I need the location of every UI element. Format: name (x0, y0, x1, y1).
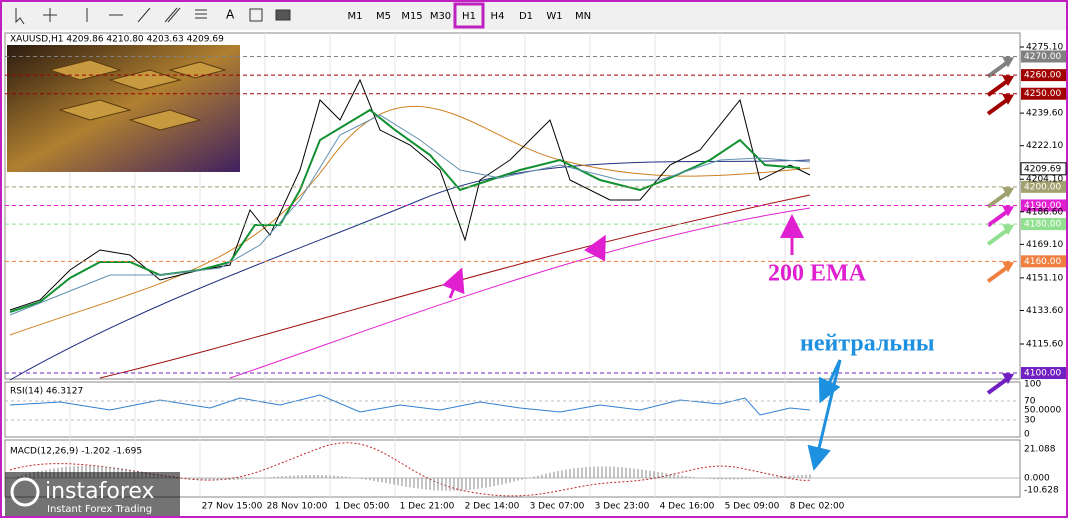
rsi-label: 100 (1024, 380, 1041, 390)
level-arrowhead (1002, 224, 1014, 236)
price-label: 4133.60 (1026, 306, 1063, 316)
date-label: 1 Dec 21:00 (400, 502, 455, 512)
date-label: 2 Dec 14:00 (465, 502, 520, 512)
ema-200 (99, 194, 811, 379)
rsi-label: 30 (1024, 416, 1036, 426)
price-label: 4115.60 (1026, 339, 1063, 349)
current-tag (1020, 162, 1067, 176)
level-tag (1021, 367, 1066, 380)
chart-header: XAUUSD,H1 4209.86 4210.80 4203.63 4209.6… (10, 35, 224, 45)
level-tag (1021, 50, 1066, 63)
level-tag (1021, 87, 1066, 100)
rsi-pane (4, 381, 1021, 438)
timeframe[interactable]: D1 (519, 11, 533, 22)
level-tag (1021, 69, 1066, 82)
level-label: 4270.00 (1024, 52, 1061, 62)
toolbar (2, 2, 1066, 30)
timeframe[interactable]: MN (575, 11, 591, 22)
price-label: 4151.10 (1026, 273, 1063, 283)
date-label: 3 Dec 23:00 (595, 502, 650, 512)
logo-mark (10, 477, 40, 507)
timeframe[interactable]: M5 (376, 11, 391, 22)
timeframe[interactable]: H4 (491, 11, 505, 22)
level-arrowhead (1002, 373, 1014, 385)
date-label: 27 Nov 15:00 (202, 502, 263, 512)
level-tag (1021, 199, 1066, 212)
current-price: 4209.69 (1024, 164, 1061, 174)
level-label: 4200.00 (1024, 182, 1061, 192)
date-label: 4 Dec 16:00 (660, 502, 715, 512)
ma-green (9, 108, 801, 313)
ma-steel (9, 114, 811, 316)
timeframe[interactable]: M15 (401, 11, 422, 22)
rsi-line (9, 394, 811, 416)
level-arrowhead (1002, 93, 1014, 105)
main-pane (4, 32, 1021, 380)
level-label: 4100.00 (1024, 369, 1061, 379)
level-tag (1021, 255, 1066, 268)
date-label: 1 Dec 05:00 (335, 502, 390, 512)
ma-blue (9, 159, 811, 381)
price-label: 4169.10 (1026, 240, 1063, 250)
level-label: 4250.00 (1024, 89, 1061, 99)
level-arrowhead (1002, 56, 1014, 68)
macd-pane (4, 439, 1021, 498)
ma-orange (9, 105, 811, 336)
active-timeframe (453, 2, 485, 29)
timeframe[interactable]: H1 (462, 11, 476, 22)
level-label: 4180.00 (1024, 220, 1061, 230)
logo-name: instaforex (45, 479, 155, 504)
timeframe[interactable]: M1 (348, 11, 363, 22)
text-tool[interactable]: A (226, 8, 235, 22)
price-label: 4204.10 (1026, 175, 1063, 185)
timeframe[interactable]: M30 (430, 11, 451, 22)
blue-arrows (807, 359, 842, 471)
date-label: 3 Dec 07:00 (530, 502, 585, 512)
date-label: 28 Nov 10:00 (267, 502, 328, 512)
price-label: 4275.10 (1026, 43, 1063, 53)
level-arrowhead (1002, 205, 1014, 217)
annotation-neutral: нейтральны (800, 331, 935, 357)
rsi-header: RSI(14) 46.3127 (10, 387, 83, 397)
macd-label: -10.628 (1024, 486, 1059, 496)
annotation-ema: 200 EMA (768, 261, 867, 287)
rsi-levels (5, 400, 1020, 421)
gold-bars (48, 59, 227, 131)
level-tag (1021, 218, 1066, 231)
rsi-label: 70 (1024, 397, 1036, 407)
level-arrowhead (1002, 261, 1014, 273)
ema-magenta (229, 207, 811, 379)
logo-bg (5, 472, 180, 516)
level-label: 4160.00 (1024, 257, 1061, 267)
price-label: 4239.60 (1026, 109, 1063, 119)
date-label: 8 Dec 02:00 (790, 502, 845, 512)
level-label: 4190.00 (1024, 201, 1061, 211)
level-label: 4260.00 (1024, 71, 1061, 81)
magenta-arrows (442, 214, 804, 299)
price-label: 4222.10 (1026, 141, 1063, 151)
level-arrowhead (1002, 75, 1014, 87)
logo-tagline: Instant Forex Trading (47, 504, 152, 515)
price (9, 78, 811, 311)
level-arrowhead (1002, 186, 1014, 198)
macd-label: 21.088 (1024, 445, 1056, 455)
timeframe[interactable]: W1 (546, 11, 562, 22)
macd-label: 0.000 (1024, 474, 1050, 484)
level-tag (1021, 180, 1066, 193)
rsi-label: 0 (1024, 430, 1030, 440)
tools (15, 7, 291, 25)
date-label: 5 Dec 09:00 (725, 502, 780, 512)
macd-header: MACD(12,26,9) -1.202 -1.695 (10, 447, 142, 457)
price-label: 4186.60 (1026, 207, 1063, 217)
rsi-label: 50.0000 (1024, 406, 1061, 416)
